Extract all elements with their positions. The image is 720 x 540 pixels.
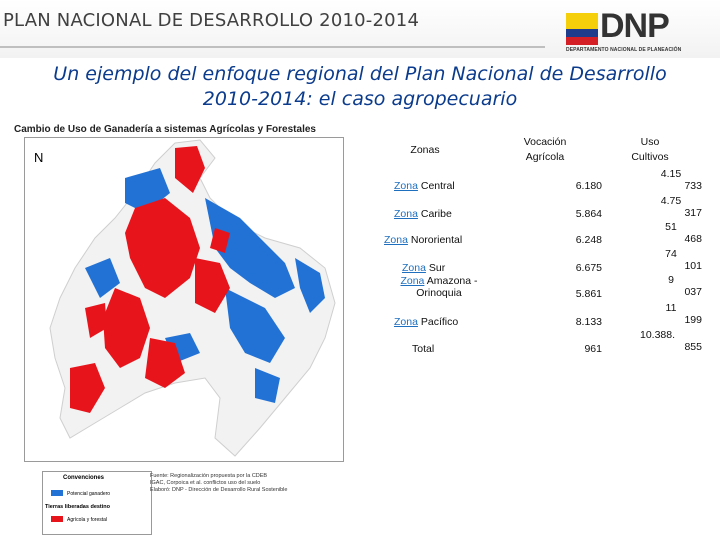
- uso-bottom: 199: [684, 314, 702, 326]
- zone-name: Sur: [425, 262, 446, 274]
- legend-swatch-agricultural: [51, 516, 63, 522]
- table-cell-vocacion: 6.180: [575, 180, 602, 192]
- uso-top: 51: [665, 221, 677, 233]
- logo-subtext: DEPARTAMENTO NACIONAL DE PLANEACIÓN: [566, 47, 682, 53]
- map-source-note: Fuente: Regionalización propuesta por la…: [150, 473, 360, 494]
- table-row-zone: Zona Central: [394, 180, 455, 192]
- zone-link[interactable]: Zona: [384, 234, 408, 246]
- table-cell-uso: 74 101: [640, 248, 702, 272]
- header-uso-line-2: Cultivos: [631, 151, 669, 163]
- uso-top: 74: [665, 248, 677, 260]
- map-frame: [24, 137, 344, 462]
- source-line-3: Elaboró: DNP - Dirección de Desarrollo R…: [150, 487, 288, 493]
- table-cell-vocacion: 6.248: [575, 234, 602, 246]
- legend-group-title: Tierras liberadas destino: [45, 504, 111, 510]
- uso-bottom: 468: [684, 233, 702, 245]
- map-legend: Convenciones Potencial ganadero Tierras …: [42, 471, 152, 535]
- table-cell-vocacion: 5.861: [575, 288, 602, 300]
- table-row-zone: Zona Pacífico: [394, 316, 458, 328]
- zones-table: Zonas Vocación Agrícola Uso Cultivos Zon…: [360, 136, 710, 356]
- table-cell-vocacion: 6.675: [575, 262, 602, 274]
- zone-name: Caribe: [417, 208, 452, 220]
- zone-link[interactable]: Zona: [400, 275, 425, 287]
- table-total-uso: 10.388. 855: [640, 329, 702, 353]
- zone-name-line-2: Orinoquia: [416, 287, 462, 299]
- zone-link[interactable]: Zona: [394, 316, 418, 328]
- source-line-2: IGAC, Corpoica et al. conflictos uso del…: [150, 480, 261, 486]
- uso-bottom: 101: [684, 260, 702, 272]
- uso-bottom: 317: [684, 207, 702, 219]
- livestock-areas: [85, 168, 325, 403]
- logo-text: DNP: [600, 7, 670, 45]
- uso-bottom: 855: [684, 341, 702, 353]
- north-label: N: [34, 150, 44, 165]
- table-row-zone: Zona Amazona - Orinoquia: [384, 275, 494, 299]
- legend-swatch-livestock: [51, 490, 63, 496]
- zone-name: Central: [417, 180, 455, 192]
- uso-top: 9: [668, 274, 674, 286]
- legend-title: Convenciones: [63, 475, 105, 481]
- slide-subtitle: Un ejemplo del enfoque regional del Plan…: [20, 62, 700, 112]
- uso-top: 4.15: [660, 168, 682, 180]
- agricultural-areas: [70, 146, 230, 413]
- table-row-zone: Zona Sur: [402, 262, 445, 274]
- table-cell-uso: 11 199: [640, 302, 702, 326]
- slide-header: PLAN NACIONAL DE DESARROLLO 2010-2014 DN…: [0, 0, 720, 58]
- colombia-flag-icon: [566, 13, 598, 45]
- uso-bottom: 733: [684, 180, 702, 192]
- dnp-logo: DNP DEPARTAMENTO NACIONAL DE PLANEACIÓN: [566, 7, 716, 53]
- zone-link[interactable]: Zona: [394, 180, 418, 192]
- legend-label-agricultural: Agrícola y forestal: [67, 517, 108, 523]
- subtitle-line-1: Un ejemplo del enfoque regional del Plan…: [53, 63, 667, 85]
- uso-top: 11: [665, 302, 677, 314]
- uso-bottom: 037: [684, 286, 702, 298]
- table-cell-vocacion: 8.133: [575, 316, 602, 328]
- subtitle-line-2: 2010-2014: el caso agropecuario: [202, 88, 518, 110]
- table-cell-uso: 4.75 317: [640, 195, 702, 219]
- table-cell-uso: 51 468: [640, 221, 702, 245]
- table-cell-vocacion: 5.864: [575, 208, 602, 220]
- table-cell-uso: 9 037: [640, 274, 702, 298]
- header-uso: Uso Cultivos: [620, 136, 680, 163]
- header-zonas: Zonas: [410, 144, 440, 156]
- zone-name: Nororiental: [407, 234, 463, 246]
- table-total-label: Total: [412, 343, 435, 355]
- north-arrow-icon: N: [34, 150, 43, 165]
- zone-link[interactable]: Zona: [402, 262, 426, 274]
- legend-label-livestock: Potencial ganadero: [67, 491, 111, 497]
- header-vocacion-line-1: Vocación: [523, 136, 567, 148]
- header-divider: [0, 46, 545, 48]
- zone-link[interactable]: Zona: [394, 208, 418, 220]
- table-total-vocacion: 961: [584, 343, 602, 355]
- header-vocacion: Vocación Agrícola: [505, 136, 585, 163]
- uso-top: 4.75: [660, 195, 682, 207]
- zone-name: Amazona -: [424, 275, 478, 287]
- map-title: Cambio de Uso de Ganadería a sistemas Ag…: [14, 124, 316, 135]
- colombia-map: [49, 139, 336, 457]
- uso-top: 10.388.: [640, 329, 676, 341]
- table-row-zone: Zona Nororiental: [384, 234, 462, 246]
- header-title: PLAN NACIONAL DE DESARROLLO 2010-2014: [3, 10, 420, 31]
- header-uso-line-1: Uso: [640, 136, 660, 148]
- map-panel: Cambio de Uso de Ganadería a sistemas Ag…: [12, 122, 362, 535]
- header-vocacion-line-2: Agrícola: [525, 151, 565, 163]
- zone-name: Pacífico: [417, 316, 459, 328]
- source-line-1: Fuente: Regionalización propuesta por la…: [150, 473, 268, 479]
- table-cell-uso: 4.15 733: [640, 168, 702, 192]
- table-row-zone: Zona Caribe: [394, 208, 452, 220]
